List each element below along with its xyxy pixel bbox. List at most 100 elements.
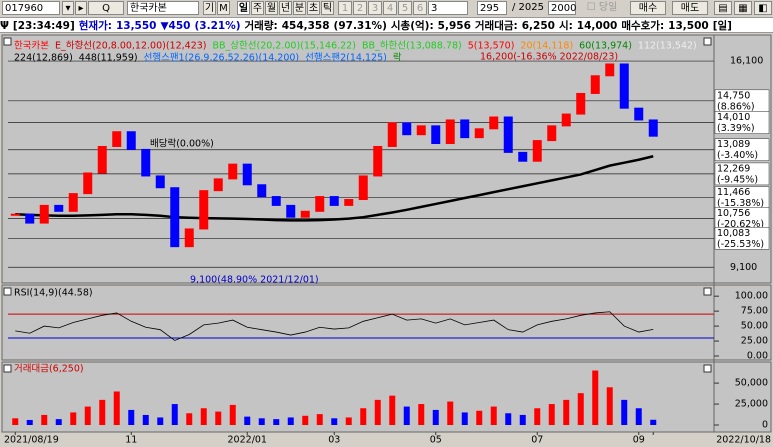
info-text: 13,550 (115, 20, 157, 32)
next[interactable]: ▸ (75, 1, 87, 15)
number-button[interactable]: 4 (383, 1, 397, 15)
total-count: / 2025 (512, 2, 544, 13)
volume-bar (650, 419, 657, 425)
buy-button[interactable]: 매수 (630, 1, 666, 15)
info-text: 거래량: (244, 20, 278, 32)
period-button[interactable]: 분 (293, 1, 306, 15)
candle-body (271, 196, 281, 206)
volume-bar (84, 406, 91, 425)
y-tick-label: 0.00 (747, 351, 768, 362)
info-bar: Ψ [23:34:49] 현재가: 13,550 ▼450 (3.21%) 거래량: 454,… (0, 17, 773, 33)
info-text: 거래대금: (474, 20, 518, 32)
candle-body (561, 113, 571, 127)
ma224-line (15, 155, 654, 222)
search[interactable]: Q (88, 1, 124, 15)
legend-item: 5(13,570) (468, 41, 515, 52)
candle-body (68, 193, 78, 212)
panel-icon (3, 364, 12, 373)
candle-body (489, 116, 499, 130)
number-button[interactable]: 2 (353, 1, 367, 15)
y-tick-pct: (-9.45%) (717, 174, 758, 185)
price-label-box (714, 227, 770, 250)
candle-body (199, 190, 209, 230)
max-field[interactable]: 2000 (548, 1, 576, 15)
today-label: 당일 (598, 2, 618, 13)
x-tick-label: 2022/10/18 (716, 435, 771, 446)
candle-body (25, 213, 35, 224)
candle-body (329, 196, 339, 206)
name-field: 한국카본 (127, 1, 199, 15)
legend-item: 선행스팬2(14,125) (305, 52, 387, 64)
y-tick-pct: (-20.62%) (717, 219, 764, 230)
info-text: 5,956 (437, 20, 471, 32)
panel-close[interactable] (703, 364, 712, 373)
candle-body (373, 145, 383, 177)
volume-bar (229, 404, 236, 425)
volume-bar (128, 409, 135, 425)
candle-body (155, 175, 165, 189)
volume-bar (331, 418, 338, 425)
volume-bar (12, 418, 19, 425)
code-input[interactable]: 017960 (2, 1, 60, 15)
y-tick-pct: (-25.53%) (717, 239, 764, 250)
volume-bar (563, 399, 570, 425)
number-button[interactable]: 5 (398, 1, 412, 15)
period-field[interactable]: 3 (428, 1, 468, 15)
volume-bar (258, 418, 265, 425)
icon-button[interactable]: ▦ (734, 1, 752, 15)
info-text: [23:34:49] (12, 20, 75, 32)
period-button[interactable]: 초 (307, 1, 320, 15)
candle-body (445, 119, 455, 145)
period-button[interactable]: 틱 (321, 1, 334, 15)
candle-body (39, 204, 49, 224)
x-tick-label: 2021/08/19 (4, 435, 59, 446)
candle-body (503, 116, 513, 153)
panel-close[interactable] (703, 287, 712, 296)
legend-item: 락 (393, 52, 402, 64)
volume-bar (403, 406, 410, 425)
candle-body (315, 196, 325, 212)
period-button[interactable]: 일 (237, 1, 250, 15)
annotation: 16,200(-16.36% 2022/08/23) (480, 52, 618, 63)
number-button[interactable]: 1 (338, 1, 352, 15)
panel-close[interactable] (703, 37, 712, 46)
candle-body (300, 210, 310, 218)
dropdown[interactable]: ▾ (62, 1, 74, 15)
candle-body (184, 228, 194, 248)
number-button[interactable]: 6 (413, 1, 427, 15)
volume-bar (302, 415, 309, 425)
period-button[interactable]: M (217, 1, 230, 15)
x-tick-label: 11 (125, 435, 137, 446)
annotation: 배당락(0.00%) (150, 138, 214, 150)
sell-button[interactable]: 매도 (672, 1, 708, 15)
y-tick-label: 50,000 (735, 378, 768, 389)
period-button[interactable]: 주 (251, 1, 264, 15)
period-button[interactable]: 년 (279, 1, 292, 15)
icon-button[interactable]: ▤ (714, 1, 732, 15)
y-tick-label: 100.00 (735, 291, 768, 302)
y-tick-label: 25.00 (741, 336, 768, 347)
price-label-box (714, 111, 770, 134)
count-field[interactable]: 295 (477, 1, 507, 15)
candle-body (605, 63, 615, 77)
annotation: 9,100(48.90% 2021/12/01) (190, 275, 319, 286)
y-tick-pct: (-15.38%) (717, 198, 764, 209)
candle-body (10, 213, 20, 216)
today-checkbox[interactable]: ☐ 당일 (586, 2, 618, 13)
volume-bar (461, 412, 468, 425)
price-label-box (714, 138, 770, 161)
number-button[interactable]: 3 (368, 1, 382, 15)
legend-item: E_하향선(20,8.00,12.00)(12,423) (55, 40, 207, 52)
info-text: (97.31%) (333, 20, 387, 32)
candle-body (460, 119, 470, 139)
volume-bar (186, 413, 193, 425)
candle-body (286, 204, 296, 218)
legend-item: BB_하한선(13,088.78) (362, 40, 462, 52)
candle-body (634, 107, 644, 121)
period-button[interactable]: 기 (203, 1, 216, 15)
period-button[interactable]: 월 (265, 1, 278, 15)
legend-item: 448(11,959) (79, 53, 138, 64)
info-text: 매수호가: (621, 20, 665, 32)
icon-button[interactable]: ◧ (754, 1, 772, 15)
candle-body (83, 172, 93, 195)
